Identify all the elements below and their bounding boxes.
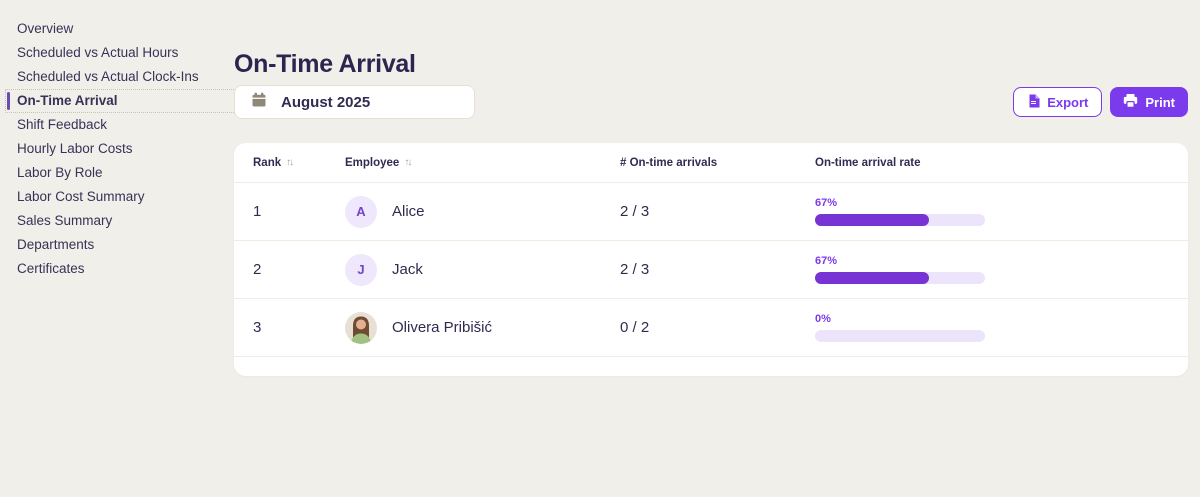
sidebar-item[interactable]: Hourly Labor Costs <box>5 137 240 161</box>
column-label: Rank <box>253 156 282 169</box>
progress-bar-track <box>815 272 985 284</box>
table-header-row: Rank ↑↓ Employee ↑↓ # On-time arrivals O… <box>234 143 1188 183</box>
avatar: J <box>345 253 377 286</box>
sidebar-item[interactable]: On-Time Arrival <box>5 89 240 113</box>
table-row[interactable]: 1 A Alice 2 / 3 67% <box>234 183 1188 241</box>
sidebar-item[interactable]: Certificates <box>5 257 240 281</box>
rank-cell: 3 <box>253 319 262 336</box>
sidebar-item-label: Hourly Labor Costs <box>17 141 133 156</box>
rank-cell: 2 <box>253 261 262 278</box>
avatar: A <box>345 195 377 228</box>
employee-name: Jack <box>392 261 423 278</box>
calendar-icon <box>251 92 267 113</box>
table-body: 1 A Alice 2 / 3 67% 2 J Jack 2 / 3 67% <box>234 183 1188 357</box>
sidebar-item-label: Certificates <box>17 261 85 276</box>
avatar-initial: J <box>357 262 365 277</box>
sidebar-item[interactable]: Scheduled vs Actual Clock-Ins <box>5 65 240 89</box>
sidebar-item[interactable]: Overview <box>5 17 240 41</box>
on-time-arrivals-cell: 0 / 2 <box>620 319 650 336</box>
progress-bar-fill <box>815 272 929 284</box>
table-column-header: Rank ↑↓ <box>253 157 345 169</box>
printer-icon <box>1123 93 1138 111</box>
arrival-rate-cell: 0% <box>815 313 1188 342</box>
avatar-photo <box>345 311 377 344</box>
table-column-header: # On-time arrivals <box>620 157 815 169</box>
rate-percent-label: 0% <box>815 313 831 325</box>
rank-cell: 1 <box>253 203 262 220</box>
rate-percent-label: 67% <box>815 255 838 267</box>
column-label: # On-time arrivals <box>620 156 718 169</box>
sidebar-item-label: On-Time Arrival <box>17 93 118 108</box>
sidebar-item[interactable]: Labor By Role <box>5 161 240 185</box>
sort-arrows-icon[interactable]: ↑↓ <box>404 157 412 168</box>
sidebar-item-label: Sales Summary <box>17 213 113 228</box>
print-button[interactable]: Print <box>1110 87 1188 117</box>
sort-arrows-icon[interactable]: ↑↓ <box>286 157 294 168</box>
sidebar-item[interactable]: Departments <box>5 233 240 257</box>
employee-cell: Olivera Pribišić <box>345 311 620 344</box>
page-title: On-Time Arrival <box>234 49 416 78</box>
sidebar-item[interactable]: Labor Cost Summary <box>5 185 240 209</box>
table-row[interactable]: 3 Olivera Pribišić <box>234 299 1188 357</box>
progress-bar-fill <box>815 214 929 226</box>
export-button-label: Export <box>1047 94 1089 110</box>
sidebar-item[interactable]: Shift Feedback <box>5 113 240 137</box>
rate-percent-label: 67% <box>815 197 838 209</box>
progress-bar-track <box>815 330 985 342</box>
arrival-rate-cell: 67% <box>815 255 1188 284</box>
column-label: On-time arrival rate <box>815 156 921 169</box>
progress-bar-track <box>815 214 985 226</box>
employee-name: Olivera Pribišić <box>392 319 493 336</box>
on-time-arrival-table-card: Rank ↑↓ Employee ↑↓ # On-time arrivals O… <box>234 143 1188 376</box>
employee-cell: A Alice <box>345 195 620 228</box>
on-time-arrivals-cell: 2 / 3 <box>620 261 650 278</box>
sidebar-item[interactable]: Scheduled vs Actual Hours <box>5 41 240 65</box>
employee-cell: J Jack <box>345 253 620 286</box>
print-button-label: Print <box>1145 94 1175 110</box>
sidebar-item-label: Labor By Role <box>17 165 103 180</box>
arrival-rate-cell: 67% <box>815 197 1188 226</box>
sidebar-item-label: Overview <box>17 21 74 36</box>
controls-row: August 2025 Export <box>234 85 1188 119</box>
avatar-initial: A <box>356 204 366 219</box>
sidebar-item-label: Scheduled vs Actual Hours <box>17 45 179 60</box>
export-button[interactable]: Export <box>1013 87 1103 117</box>
avatar <box>345 311 377 344</box>
sidebar-item-label: Scheduled vs Actual Clock-Ins <box>17 69 199 84</box>
table-row[interactable]: 2 J Jack 2 / 3 67% <box>234 241 1188 299</box>
on-time-arrivals-cell: 2 / 3 <box>620 203 650 220</box>
sidebar-item-label: Departments <box>17 237 95 252</box>
column-label: Employee <box>345 156 400 169</box>
table-column-header: Employee ↑↓ <box>345 157 620 169</box>
month-picker-value: August 2025 <box>281 93 371 111</box>
employee-name: Alice <box>392 203 425 220</box>
month-picker[interactable]: August 2025 <box>234 85 475 119</box>
sidebar-nav: Overview Scheduled vs Actual Hours Sched… <box>5 17 240 281</box>
sidebar-item-label: Shift Feedback <box>17 117 108 132</box>
table-column-header: On-time arrival rate <box>815 157 1188 169</box>
sidebar-item[interactable]: Sales Summary <box>5 209 240 233</box>
csv-file-icon <box>1027 94 1040 111</box>
action-buttons: Export Print <box>1013 87 1188 117</box>
sidebar-item-label: Labor Cost Summary <box>17 189 145 204</box>
